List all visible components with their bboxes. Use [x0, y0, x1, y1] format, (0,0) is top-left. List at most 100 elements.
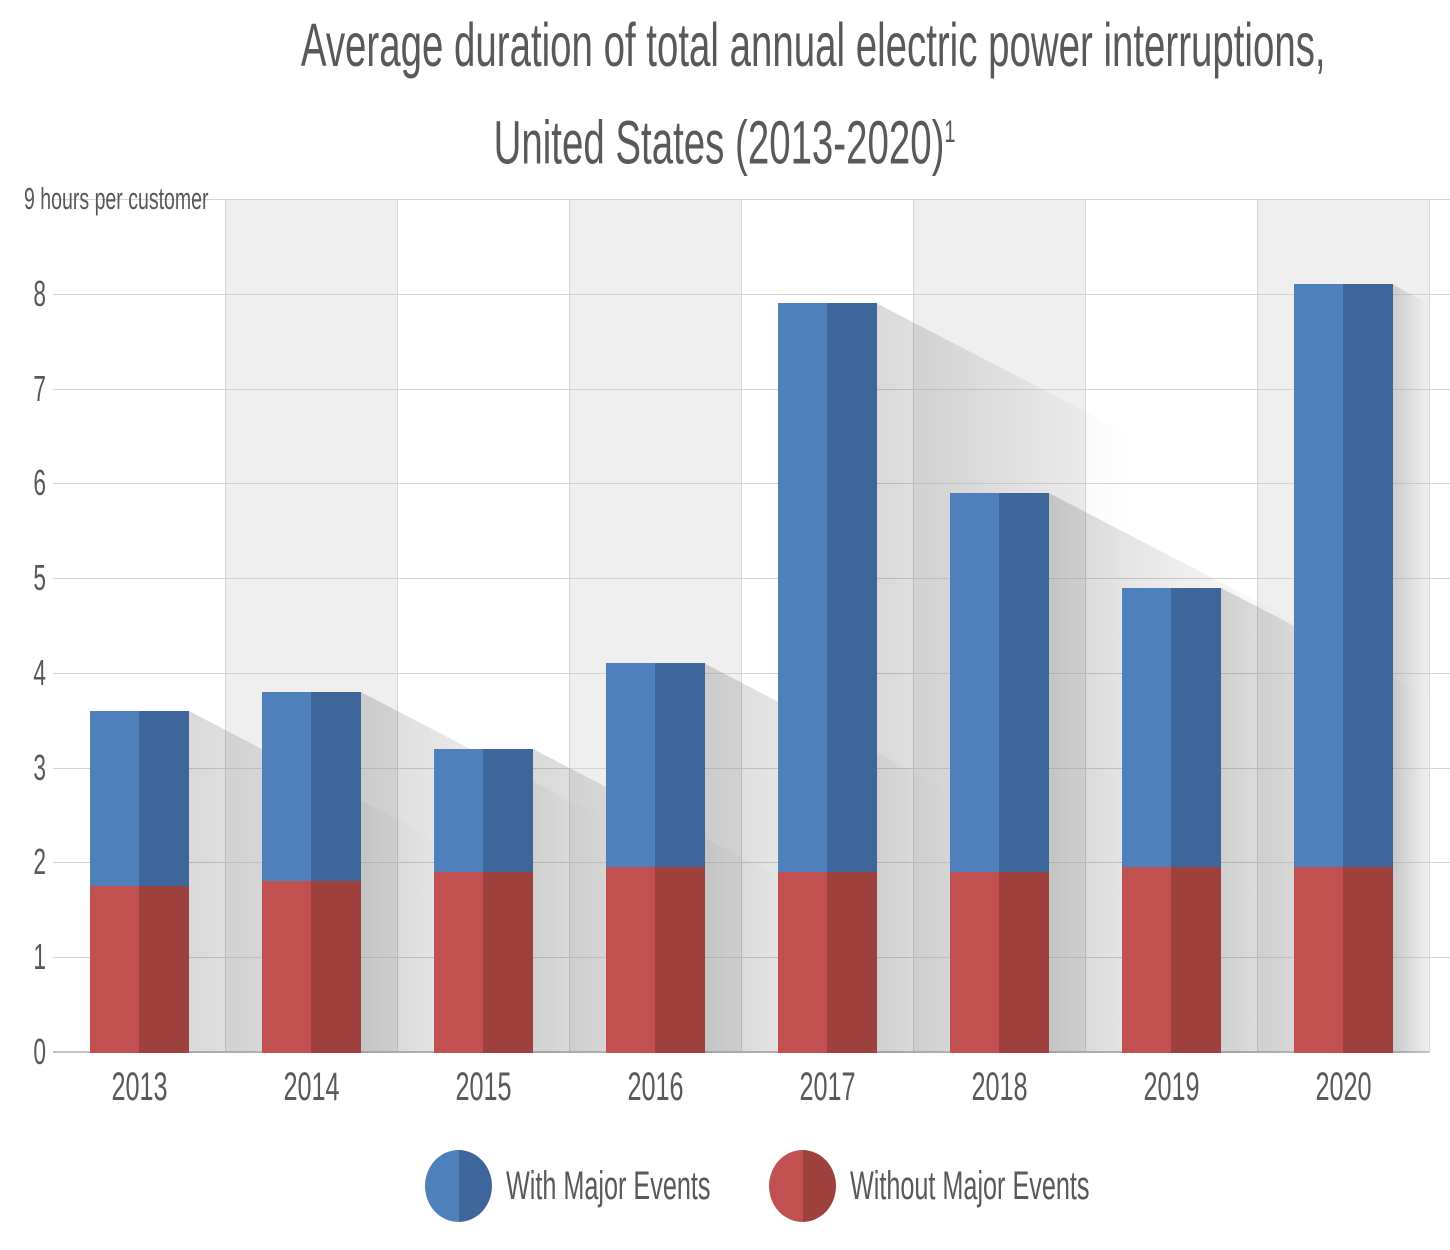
bar-dark-half [139, 710, 189, 1053]
y-tick-label-0: 0 [0, 1033, 46, 1071]
without-major-events-segment [1171, 867, 1221, 1053]
bar-light-half [605, 663, 655, 1053]
y-tick-label-2: 2 [0, 843, 46, 881]
with-major-events-segment [827, 303, 877, 872]
x-axis-label-2018: 2018 [913, 1066, 1085, 1108]
legend-label: Without Major Events [850, 1163, 1090, 1208]
swatch-dark-half [802, 1150, 836, 1222]
x-axis-label-text: 2013 [110, 1065, 168, 1109]
with-major-events-segment [261, 691, 311, 882]
x-axis-baseline [53, 1051, 1429, 1053]
y-tick-text: 6 [33, 462, 46, 503]
bar-light-half [1293, 284, 1343, 1053]
with-major-events-segment [433, 748, 483, 872]
without-major-events-segment [999, 871, 1049, 1053]
with-major-events-segment [1171, 587, 1221, 868]
vertical-gridline [1085, 199, 1086, 1053]
bar-light-half [1121, 587, 1171, 1053]
bar-light-half [89, 710, 139, 1053]
stacked-bar-2015 [433, 748, 533, 1053]
swatch-light-half [425, 1150, 459, 1222]
horizontal-gridline [53, 862, 1450, 863]
x-axis-label-2013: 2013 [53, 1066, 225, 1108]
y-tick-text: 2 [33, 841, 46, 882]
horizontal-gridline [53, 389, 1450, 390]
with-major-events-segment [999, 492, 1049, 872]
with-major-events-segment [1343, 284, 1393, 868]
vertical-gridline [913, 199, 914, 1053]
bar-light-half [261, 691, 311, 1053]
vertical-gridline [1257, 199, 1258, 1053]
y-tick-label-7: 7 [0, 370, 46, 408]
with-major-events-segment [949, 492, 999, 872]
horizontal-gridline [53, 673, 1450, 674]
stacked-bar-2019 [1121, 587, 1221, 1053]
x-axis-label-text: 2015 [454, 1065, 512, 1109]
x-axis-label-2016: 2016 [569, 1066, 741, 1108]
bar-light-half [949, 492, 999, 1053]
with-major-events-segment [483, 748, 533, 872]
y-tick-text: 8 [33, 273, 46, 314]
y-tick-label-8: 8 [0, 275, 46, 313]
horizontal-gridline [53, 483, 1450, 484]
x-axis-label-text: 2019 [1142, 1065, 1200, 1109]
bar-dark-half [827, 303, 877, 1053]
without-major-events-segment [949, 871, 999, 1053]
with-major-events-segment [777, 303, 827, 872]
bar-dark-half [1171, 587, 1221, 1053]
horizontal-gridline [53, 294, 1450, 295]
footnote-marker: 1 [944, 113, 956, 149]
chart-title-line1: Average duration of total annual electri… [300, 11, 1326, 79]
with-major-events-segment [139, 710, 189, 887]
with-major-events-segment [605, 663, 655, 868]
bar-dark-half [1343, 284, 1393, 1053]
without-major-events-segment [311, 881, 361, 1053]
without-major-events-segment [261, 881, 311, 1053]
legend-label: With Major Events [506, 1163, 711, 1208]
x-axis-label-2017: 2017 [741, 1066, 913, 1108]
y-tick-text: 0 [33, 1031, 46, 1072]
without-major-events-segment [483, 871, 533, 1053]
without-major-events-segment [89, 886, 139, 1053]
vertical-gridline [225, 199, 226, 1053]
x-axis-label-text: 2017 [798, 1065, 856, 1109]
stacked-bar-2016 [605, 663, 705, 1053]
without-major-events-segment [139, 886, 189, 1053]
swatch-dark-half [458, 1150, 492, 1222]
with-major-events-segment [655, 663, 705, 868]
without-major-events-segment [605, 867, 655, 1053]
x-axis-label-text: 2018 [970, 1065, 1028, 1109]
stacked-bar-2014 [261, 691, 361, 1053]
swatch-light-half [769, 1150, 803, 1222]
y-tick-text: 1 [33, 936, 46, 977]
x-axis-label-2015: 2015 [397, 1066, 569, 1108]
x-axis-label-text: 2020 [1314, 1065, 1372, 1109]
y-tick-label-5: 5 [0, 559, 46, 597]
with-major-events-segment [1121, 587, 1171, 868]
vertical-gridline [741, 199, 742, 1053]
without-major-events-segment [1343, 867, 1393, 1053]
y-axis-unit-label: 9 hours per customer [24, 181, 209, 216]
bar-light-half [777, 303, 827, 1053]
chart-title-line2: United States (2013-2020)1 [494, 108, 956, 177]
horizontal-gridline [53, 768, 1450, 769]
y-tick-text: 7 [33, 368, 46, 409]
y-tick-label-1: 1 [0, 938, 46, 976]
without-major-events-segment [777, 871, 827, 1053]
y-tick-text: 4 [33, 652, 46, 693]
y-tick-label-3: 3 [0, 749, 46, 787]
y-tick-text: 3 [33, 747, 46, 788]
y-tick-text: 5 [33, 557, 46, 598]
without-major-events-segment [827, 871, 877, 1053]
x-axis-label-2020: 2020 [1257, 1066, 1429, 1108]
with-major-events-segment [89, 710, 139, 887]
bar-dark-half [483, 748, 533, 1053]
x-axis-label-text: 2014 [282, 1065, 340, 1109]
horizontal-gridline [53, 199, 1450, 200]
without-major-events-segment [433, 871, 483, 1053]
without-major-events-swatch-icon [769, 1150, 836, 1222]
